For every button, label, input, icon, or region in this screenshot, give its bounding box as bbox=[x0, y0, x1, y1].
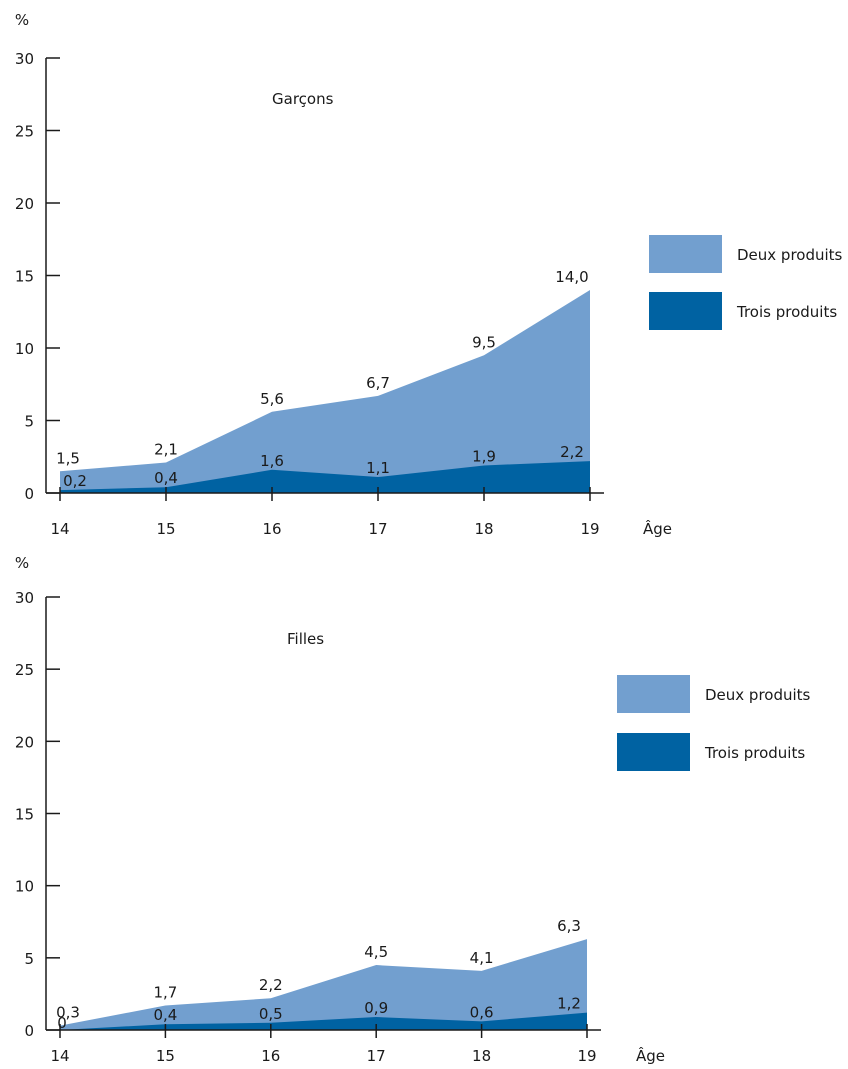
legend-swatch-deux-produits bbox=[617, 675, 690, 713]
data-label-deux: 6,3 bbox=[557, 917, 581, 935]
y-tick-label: 0 bbox=[24, 1022, 34, 1040]
x-tick-label: 17 bbox=[368, 520, 387, 538]
legend-label-deux-produits: Deux produits bbox=[737, 246, 843, 264]
data-label-trois: 1,6 bbox=[260, 452, 284, 470]
legend-label-trois-produits: Trois produits bbox=[736, 303, 837, 321]
data-label-trois: 2,2 bbox=[560, 443, 584, 461]
data-label-trois: 0,4 bbox=[153, 1006, 177, 1024]
data-label-deux: 2,2 bbox=[259, 976, 283, 994]
x-tick-label: 18 bbox=[474, 520, 493, 538]
y-tick-label: 30 bbox=[15, 589, 34, 607]
x-axis-label: Âge bbox=[636, 1046, 665, 1065]
y-tick-label: 5 bbox=[24, 950, 34, 968]
area-trois-produits bbox=[60, 1012, 587, 1030]
x-tick-label: 18 bbox=[472, 1047, 491, 1065]
x-tick-label: 14 bbox=[50, 520, 69, 538]
data-label-deux: 1,7 bbox=[153, 983, 177, 1001]
y-tick-label: 20 bbox=[15, 733, 34, 751]
legend-swatch-trois-produits bbox=[617, 733, 690, 771]
legend-swatch-trois-produits bbox=[649, 292, 722, 330]
data-label-deux: 14,0 bbox=[555, 268, 588, 286]
y-axis-label: % bbox=[15, 554, 29, 572]
y-tick-label: 10 bbox=[15, 340, 34, 358]
y-axis-label: % bbox=[15, 11, 29, 29]
x-tick-label: 17 bbox=[367, 1047, 386, 1065]
x-tick-label: 16 bbox=[261, 1047, 280, 1065]
y-tick-label: 20 bbox=[15, 195, 34, 213]
area-trois-produits bbox=[60, 461, 590, 493]
data-label-deux: 4,1 bbox=[470, 949, 494, 967]
data-label-trois: 0,9 bbox=[364, 999, 388, 1017]
chart-title: Filles bbox=[287, 630, 324, 648]
x-axis-label: Âge bbox=[643, 519, 672, 538]
data-label-trois: 1,9 bbox=[472, 447, 496, 465]
legend-label-deux-produits: Deux produits bbox=[705, 686, 811, 704]
x-tick-label: 16 bbox=[262, 520, 281, 538]
y-tick-label: 10 bbox=[15, 878, 34, 896]
data-label-trois: 0,5 bbox=[259, 1005, 283, 1023]
data-label-deux: 4,5 bbox=[364, 943, 388, 961]
y-tick-label: 25 bbox=[15, 123, 34, 141]
data-label-trois: 0,4 bbox=[154, 469, 178, 487]
chart-garcons: 0 5 10 15 20 25 30 14 15 16 17 18 19% Âge Garçons 1,5 2,… bbox=[15, 11, 843, 538]
x-tick-label: 15 bbox=[156, 1047, 175, 1065]
area-deux-produits bbox=[60, 939, 587, 1030]
x-tick-label: 14 bbox=[50, 1047, 69, 1065]
data-label-deux: 5,6 bbox=[260, 390, 284, 408]
data-label-trois: 0,6 bbox=[470, 1003, 494, 1021]
legend-swatch-deux-produits bbox=[649, 235, 722, 273]
data-label-trois: 1,2 bbox=[557, 995, 581, 1013]
y-tick-label: 25 bbox=[15, 661, 34, 679]
legend-label-trois-produits: Trois produits bbox=[704, 744, 805, 762]
y-tick-label: 0 bbox=[24, 485, 34, 503]
x-tick-label: 19 bbox=[577, 1047, 596, 1065]
data-label-trois: 0,2 bbox=[63, 472, 87, 490]
data-label-deux: 1,5 bbox=[56, 449, 80, 467]
x-tick-label: 19 bbox=[580, 520, 599, 538]
area-deux-produits bbox=[60, 290, 590, 493]
data-label-deux: 6,7 bbox=[366, 374, 390, 392]
data-label-trois: 0 bbox=[57, 1014, 67, 1032]
chart-title: Garçons bbox=[272, 90, 334, 108]
chart-filles: 0 5 10 15 20 25 30 14 15 16 17 18 19% Âge Filles 0,3 1,7… bbox=[15, 554, 811, 1065]
data-label-deux: 2,1 bbox=[154, 441, 178, 459]
y-tick-label: 30 bbox=[15, 50, 34, 68]
x-tick-label: 15 bbox=[156, 520, 175, 538]
data-label-trois: 1,1 bbox=[366, 459, 390, 477]
data-label-deux: 9,5 bbox=[472, 333, 496, 351]
y-tick-label: 15 bbox=[15, 806, 34, 824]
y-tick-label: 15 bbox=[15, 268, 34, 286]
y-tick-label: 5 bbox=[24, 413, 34, 431]
data-label-deux: 0,3 bbox=[56, 1004, 80, 1022]
